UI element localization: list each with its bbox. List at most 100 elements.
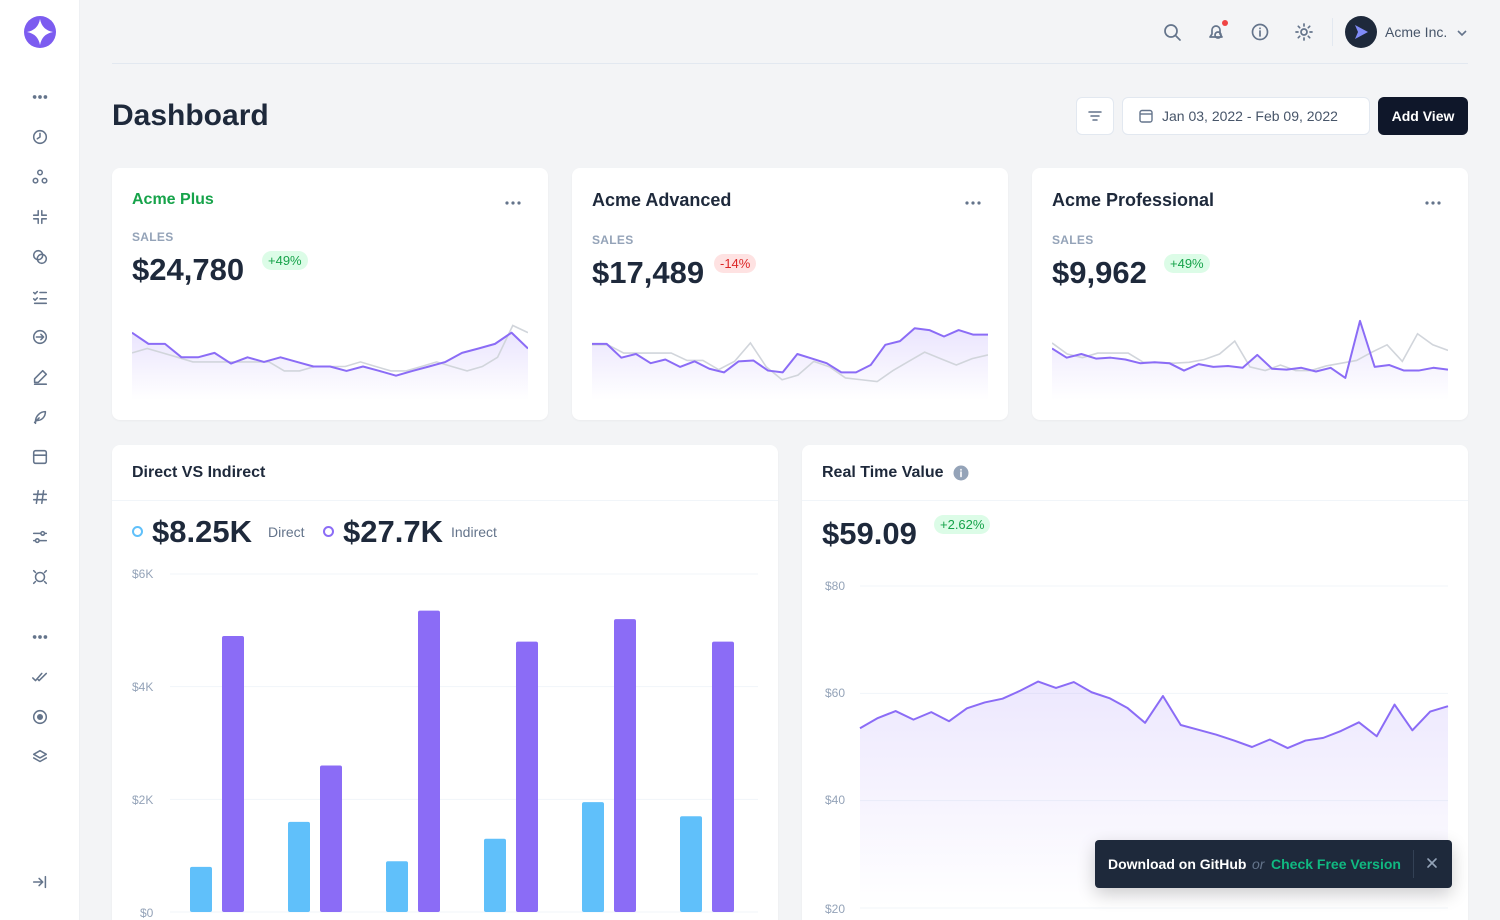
filter-icon [1088, 111, 1102, 121]
calendar-icon[interactable] [30, 447, 50, 467]
more-icon[interactable] [1424, 200, 1442, 206]
direct-bar [288, 821, 310, 912]
card-acme-professional: Acme Professional SALES $9,962 +49% [1032, 168, 1468, 420]
sales-value: $24,780 [132, 252, 245, 287]
sparkline-current-series [132, 331, 528, 377]
indirect-bar [614, 619, 636, 912]
direct-vs-indirect-panel: Direct VS Indirect $8.25K Direct $27.7K … [112, 445, 778, 920]
card-title: Acme Professional [1052, 190, 1215, 210]
date-range-label: Jan 03, 2022 - Feb 09, 2022 [1162, 108, 1338, 124]
free-version-link[interactable]: Check Free Version [1271, 856, 1401, 872]
y-tick: $80 [825, 579, 846, 593]
sparkline-chart [1052, 319, 1448, 400]
bar-chart [170, 573, 758, 913]
y-tick: $20 [825, 902, 846, 916]
indirect-bar [516, 641, 538, 912]
double-check-icon[interactable] [30, 667, 50, 687]
filter-button[interactable] [1076, 97, 1114, 135]
login-icon[interactable] [30, 327, 50, 347]
card-title: Acme Plus [132, 191, 214, 208]
y-tick: $4K [132, 680, 154, 694]
card-acme-advanced: Acme Advanced SALES $17,489 -14% [572, 168, 1008, 420]
indirect-bar [418, 610, 440, 912]
direct-bar [190, 866, 212, 912]
info-icon[interactable] [1250, 22, 1270, 42]
direct-bar [386, 861, 408, 912]
header-divider [1332, 18, 1333, 46]
change-badge: +49% [1164, 254, 1210, 273]
y-tick: $60 [825, 686, 846, 700]
more-icon[interactable] [964, 200, 982, 206]
sales-label: SALES [132, 230, 174, 244]
date-range-picker[interactable]: Jan 03, 2022 - Feb 09, 2022 [1122, 97, 1370, 135]
close-icon[interactable] [1425, 856, 1439, 870]
chevron-down-icon[interactable] [1455, 26, 1469, 40]
indirect-bar [320, 765, 342, 912]
pen-icon[interactable] [30, 367, 50, 387]
sales-label: SALES [1052, 233, 1094, 247]
download-toast: Download on GitHub or Check Free Version [1095, 840, 1452, 888]
github-link[interactable]: Download on GitHub [1108, 856, 1247, 872]
user-name[interactable]: Acme Inc. [1385, 24, 1448, 40]
card-acme-plus: Acme Plus SALES $24,780 +49% [112, 168, 548, 420]
change-badge: +49% [262, 251, 308, 270]
sliders-icon[interactable] [30, 527, 50, 547]
direct-legend-dot [132, 526, 143, 537]
change-badge: +2.62% [934, 515, 991, 534]
focus-icon[interactable] [30, 567, 50, 587]
hashtag-icon[interactable] [30, 487, 50, 507]
shrink-icon[interactable] [30, 207, 50, 227]
direct-label: Direct [268, 524, 305, 540]
sparkline-chart [132, 324, 528, 400]
direct-value: $8.25K [152, 514, 252, 549]
avatar[interactable] [1345, 16, 1377, 48]
sales-value: $9,962 [1052, 255, 1147, 290]
timer-icon[interactable] [30, 127, 50, 147]
y-tick: $40 [825, 793, 846, 807]
sparkline-area [1052, 320, 1448, 400]
theme-toggle-icon[interactable] [1294, 22, 1314, 42]
target-icon[interactable] [30, 707, 50, 727]
sales-value: $17,489 [592, 255, 705, 290]
panel-title: Real Time Value [822, 464, 944, 481]
sparkline-chart [592, 327, 988, 400]
feather-icon[interactable] [30, 407, 50, 427]
panel-title: Direct VS Indirect [132, 464, 266, 481]
layers-circle-icon[interactable] [30, 247, 50, 267]
info-icon[interactable] [953, 465, 969, 481]
sidebar [0, 0, 80, 920]
stack-icon[interactable] [30, 747, 50, 767]
notification-dot [1222, 20, 1228, 26]
divider [802, 500, 1468, 501]
direct-bar [484, 838, 506, 912]
y-tick: $0 [140, 906, 154, 920]
apps-icon[interactable] [30, 167, 50, 187]
indirect-value: $27.7K [343, 514, 443, 549]
page-title: Dashboard [112, 99, 269, 132]
sparkline-current-series [592, 327, 988, 374]
realtime-line [859, 680, 1449, 750]
indirect-label: Indirect [451, 524, 497, 540]
search-icon[interactable] [1162, 22, 1182, 42]
y-tick: $6K [132, 567, 154, 581]
calendar-icon [1139, 109, 1153, 123]
direct-bar [582, 802, 604, 912]
checklist-icon[interactable] [30, 287, 50, 307]
indirect-legend-dot [323, 526, 334, 537]
card-title: Acme Advanced [592, 190, 732, 210]
collapse-sidebar-icon[interactable] [30, 872, 50, 892]
or-text: or [1252, 856, 1265, 872]
direct-bar [680, 816, 702, 912]
sparkline-previous-series [1052, 332, 1448, 372]
send-icon [1355, 25, 1368, 39]
more-icon[interactable] [30, 627, 50, 647]
sparkline-area [132, 332, 528, 400]
add-view-button[interactable]: Add View [1378, 97, 1468, 135]
more-icon[interactable] [30, 87, 50, 107]
sales-label: SALES [592, 233, 634, 247]
notification-icon[interactable] [1206, 20, 1228, 42]
more-icon[interactable] [504, 200, 522, 206]
indirect-bar [712, 641, 734, 912]
realtime-value: $59.09 [822, 516, 917, 551]
logo-icon[interactable] [23, 15, 57, 49]
